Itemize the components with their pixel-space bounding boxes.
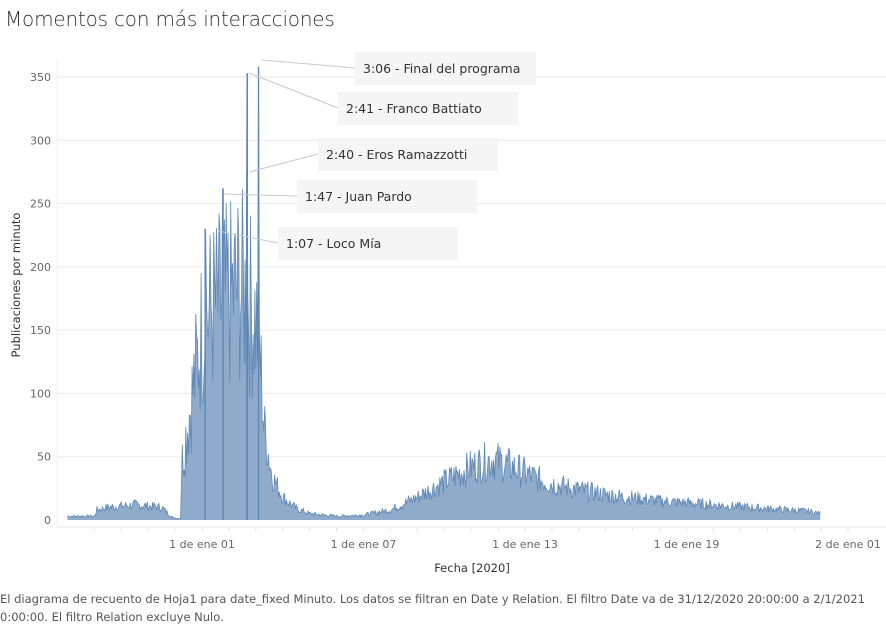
chart-caption: El diagrama de recuento de Hoja1 para da… — [0, 592, 865, 624]
gridlines — [56, 60, 886, 528]
y-tick-label: 200 — [30, 261, 51, 274]
spike-marks — [204, 66, 260, 520]
annotation-label: 3:06 - Final del programa — [363, 61, 520, 76]
annotation-label: 1:07 - Loco Mía — [286, 236, 381, 251]
y-tick-label: 50 — [37, 451, 51, 464]
x-tick-label: 2 de ene 01 — [815, 538, 881, 551]
annotation-box — [297, 180, 477, 213]
annotation-label: 1:47 - Juan Pardo — [305, 189, 412, 204]
annotation: 2:41 - Franco Battiato — [248, 72, 518, 125]
annotation: 1:07 - Loco Mía — [217, 227, 458, 260]
x-axis-ticks: 1 de ene 01 1 de ene 07 1 de ene 13 1 de en… — [93, 527, 881, 551]
x-tick-label: 1 de ene 19 — [654, 538, 720, 551]
x-axis-title: Fecha [2020] — [434, 561, 510, 575]
x-tick-label: 1 de ene 07 — [331, 538, 397, 551]
annotation: 3:06 - Final del programa — [261, 52, 536, 85]
annotation-label: 2:40 - Eros Ramazzotti — [326, 147, 467, 162]
annotation-box — [355, 52, 536, 85]
annotation-box — [318, 138, 498, 171]
annotation-box — [338, 92, 518, 125]
annotation: 2:40 - Eros Ramazzotti — [248, 138, 498, 173]
annotation: 1:47 - Juan Pardo — [223, 180, 477, 213]
annotation-leader-line — [248, 153, 319, 173]
y-tick-label: 250 — [30, 198, 51, 211]
y-tick-label: 100 — [30, 387, 51, 400]
annotations: 3:06 - Final del programa 2:41 - Franco B… — [217, 52, 536, 260]
annotation-label: 2:41 - Franco Battiato — [346, 101, 482, 116]
chart-title: Momentos con más interacciones — [5, 7, 335, 31]
y-axis-ticks: 0 50 100 150 200 250 300 350 — [30, 71, 51, 527]
annotation-leader-line — [217, 230, 279, 244]
y-tick-label: 150 — [30, 324, 51, 337]
annotation-leader-line — [261, 59, 356, 69]
y-axis-title: Publicaciones por minuto — [9, 213, 23, 358]
area-series — [67, 66, 821, 521]
y-tick-label: 350 — [30, 71, 51, 84]
x-tick-label: 1 de ene 01 — [169, 538, 235, 551]
area-series-outline — [67, 66, 821, 520]
y-tick-label: 300 — [30, 134, 51, 147]
annotation-leader-line — [223, 193, 298, 197]
y-tick-label: 0 — [44, 514, 51, 527]
x-tick-label: 1 de ene 13 — [492, 538, 558, 551]
annotation-leader-line — [248, 72, 339, 109]
annotation-box — [278, 227, 458, 260]
